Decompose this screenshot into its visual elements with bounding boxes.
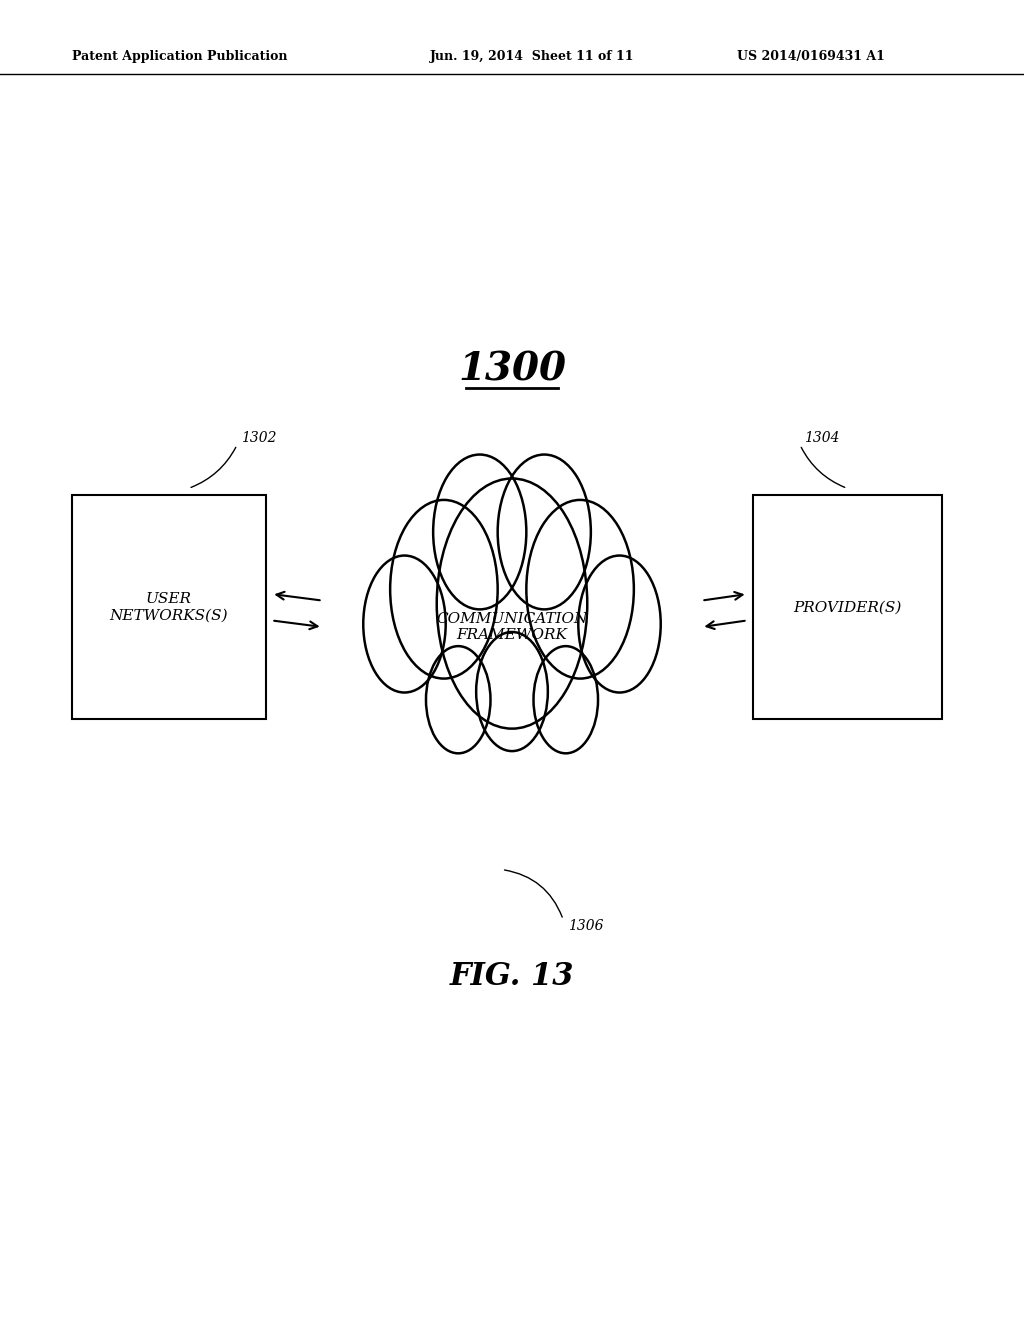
Ellipse shape xyxy=(498,454,591,610)
Ellipse shape xyxy=(436,479,588,729)
Ellipse shape xyxy=(526,500,634,678)
Text: 1304: 1304 xyxy=(804,432,840,445)
Bar xyxy=(753,495,942,719)
Text: COMMUNICATION
FRAMEWORK: COMMUNICATION FRAMEWORK xyxy=(436,612,588,642)
Ellipse shape xyxy=(426,645,490,754)
Text: USER
NETWORKS(S): USER NETWORKS(S) xyxy=(110,593,228,622)
Text: PROVIDER(S): PROVIDER(S) xyxy=(794,601,901,614)
Text: Patent Application Publication: Patent Application Publication xyxy=(72,50,287,63)
Text: 1302: 1302 xyxy=(241,432,276,445)
Ellipse shape xyxy=(364,556,445,693)
Ellipse shape xyxy=(476,632,548,751)
Text: 1300: 1300 xyxy=(458,351,566,388)
Ellipse shape xyxy=(579,556,660,693)
Ellipse shape xyxy=(433,454,526,610)
Text: FIG. 13: FIG. 13 xyxy=(450,961,574,993)
Text: 1306: 1306 xyxy=(568,919,604,933)
Text: US 2014/0169431 A1: US 2014/0169431 A1 xyxy=(737,50,885,63)
Ellipse shape xyxy=(534,645,598,754)
Bar xyxy=(72,495,266,719)
Ellipse shape xyxy=(390,500,498,678)
Text: Jun. 19, 2014  Sheet 11 of 11: Jun. 19, 2014 Sheet 11 of 11 xyxy=(430,50,635,63)
